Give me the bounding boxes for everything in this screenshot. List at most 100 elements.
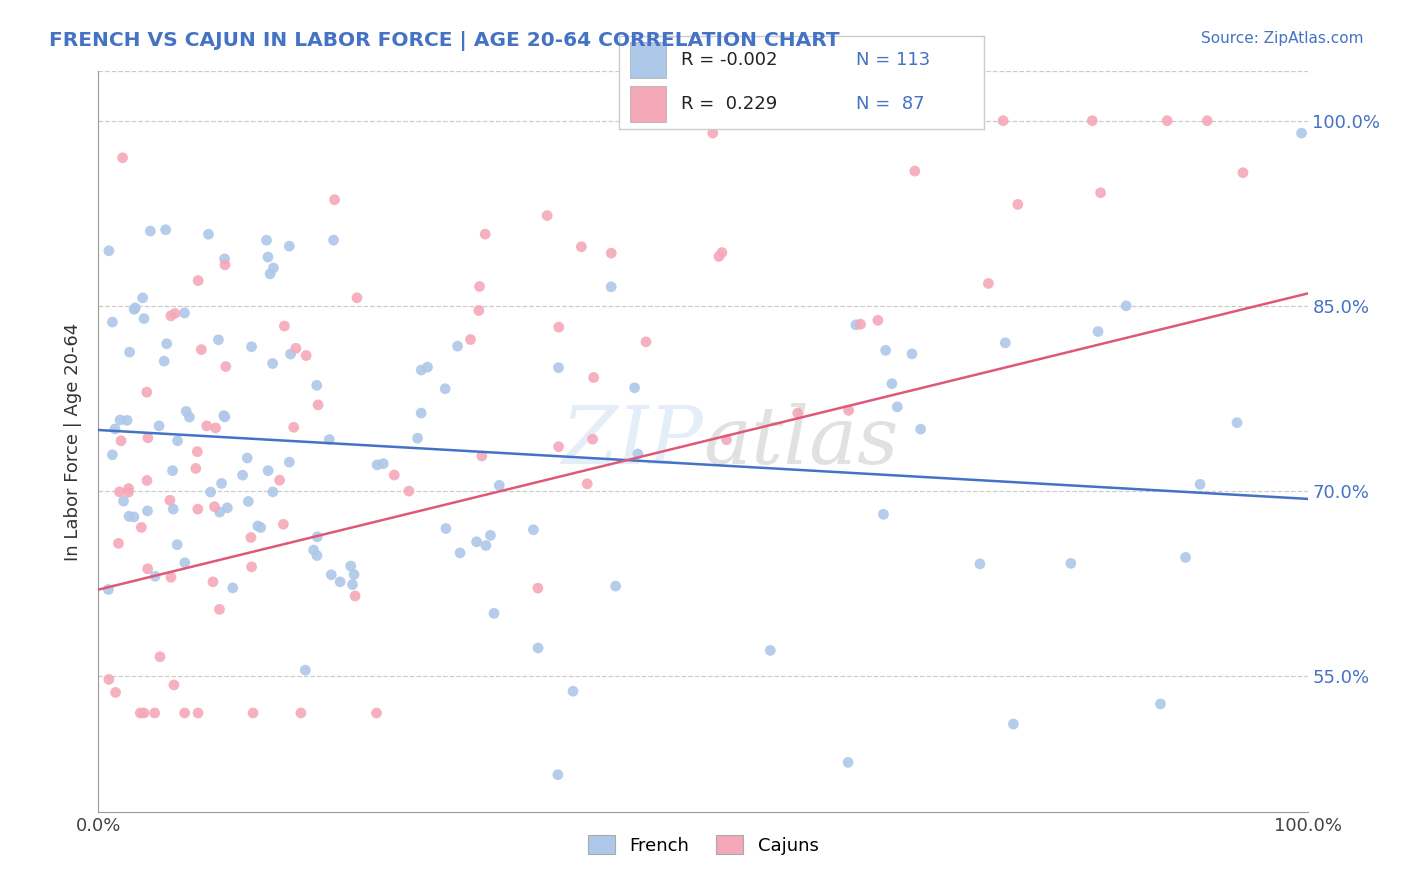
- Point: [1226, 416, 1249, 430]
- Point: [240, 340, 263, 354]
- Point: [117, 482, 139, 496]
- Point: [434, 521, 457, 535]
- Point: [875, 343, 897, 358]
- Point: [156, 336, 179, 351]
- Text: R =  0.229: R = 0.229: [681, 95, 778, 113]
- Point: [904, 164, 927, 178]
- Point: [131, 520, 153, 534]
- Point: [759, 643, 782, 657]
- Point: [449, 546, 471, 560]
- Point: [339, 559, 361, 574]
- Point: [124, 301, 146, 315]
- Point: [239, 531, 262, 545]
- Point: [849, 317, 872, 331]
- Point: [1081, 113, 1104, 128]
- Point: [991, 113, 1014, 128]
- Point: [108, 484, 131, 499]
- Point: [143, 569, 166, 583]
- Point: [977, 277, 1000, 291]
- Point: [212, 409, 235, 423]
- Point: [201, 574, 224, 589]
- Point: [101, 315, 124, 329]
- Point: [366, 458, 388, 472]
- Point: [901, 347, 924, 361]
- Point: [236, 450, 259, 465]
- Point: [411, 406, 433, 420]
- Point: [214, 409, 236, 424]
- Point: [238, 494, 260, 508]
- Point: [278, 455, 301, 469]
- Point: [479, 528, 502, 542]
- Point: [569, 240, 592, 254]
- Point: [994, 335, 1017, 350]
- Text: Source: ZipAtlas.com: Source: ZipAtlas.com: [1201, 31, 1364, 46]
- Point: [173, 706, 195, 720]
- Point: [475, 539, 498, 553]
- Point: [342, 577, 364, 591]
- Point: [273, 319, 295, 334]
- Point: [294, 663, 316, 677]
- Point: [1090, 186, 1112, 200]
- Point: [710, 245, 733, 260]
- Point: [936, 113, 959, 128]
- Point: [208, 505, 231, 519]
- Point: [634, 334, 657, 349]
- Text: ZIP: ZIP: [561, 403, 703, 480]
- Point: [215, 359, 238, 374]
- Point: [131, 291, 153, 305]
- FancyBboxPatch shape: [630, 87, 666, 122]
- Point: [329, 574, 352, 589]
- Point: [866, 313, 889, 327]
- Point: [163, 306, 186, 320]
- Point: [1060, 557, 1083, 571]
- Point: [211, 476, 233, 491]
- Point: [240, 559, 263, 574]
- Point: [600, 280, 623, 294]
- Point: [187, 274, 209, 288]
- Point: [104, 422, 127, 436]
- Point: [204, 500, 226, 514]
- Point: [207, 333, 229, 347]
- Point: [468, 279, 491, 293]
- Point: [1189, 477, 1212, 491]
- Point: [581, 432, 603, 446]
- Point: [547, 360, 569, 375]
- Point: [273, 517, 295, 532]
- Point: [97, 244, 120, 258]
- Point: [468, 303, 491, 318]
- Point: [627, 447, 650, 461]
- Point: [305, 378, 328, 392]
- Point: [122, 302, 145, 317]
- Point: [136, 474, 159, 488]
- Point: [321, 567, 343, 582]
- Point: [305, 549, 328, 563]
- Point: [107, 536, 129, 550]
- Point: [136, 504, 159, 518]
- Point: [174, 404, 197, 418]
- Point: [269, 473, 291, 487]
- Point: [249, 520, 271, 534]
- Point: [434, 382, 457, 396]
- Point: [214, 252, 236, 266]
- Point: [1232, 166, 1254, 180]
- Point: [460, 333, 482, 347]
- Point: [471, 449, 494, 463]
- Point: [323, 193, 346, 207]
- Point: [115, 413, 138, 427]
- Point: [195, 418, 218, 433]
- Point: [536, 209, 558, 223]
- Point: [187, 502, 209, 516]
- Point: [184, 461, 207, 475]
- Point: [295, 349, 318, 363]
- Point: [605, 579, 627, 593]
- Point: [173, 306, 195, 320]
- Point: [366, 706, 388, 720]
- Point: [122, 510, 145, 524]
- Text: R = -0.002: R = -0.002: [681, 51, 778, 69]
- Point: [886, 400, 908, 414]
- Point: [208, 602, 231, 616]
- Point: [118, 509, 141, 524]
- Text: atlas: atlas: [703, 403, 898, 480]
- Point: [132, 311, 155, 326]
- Point: [910, 422, 932, 436]
